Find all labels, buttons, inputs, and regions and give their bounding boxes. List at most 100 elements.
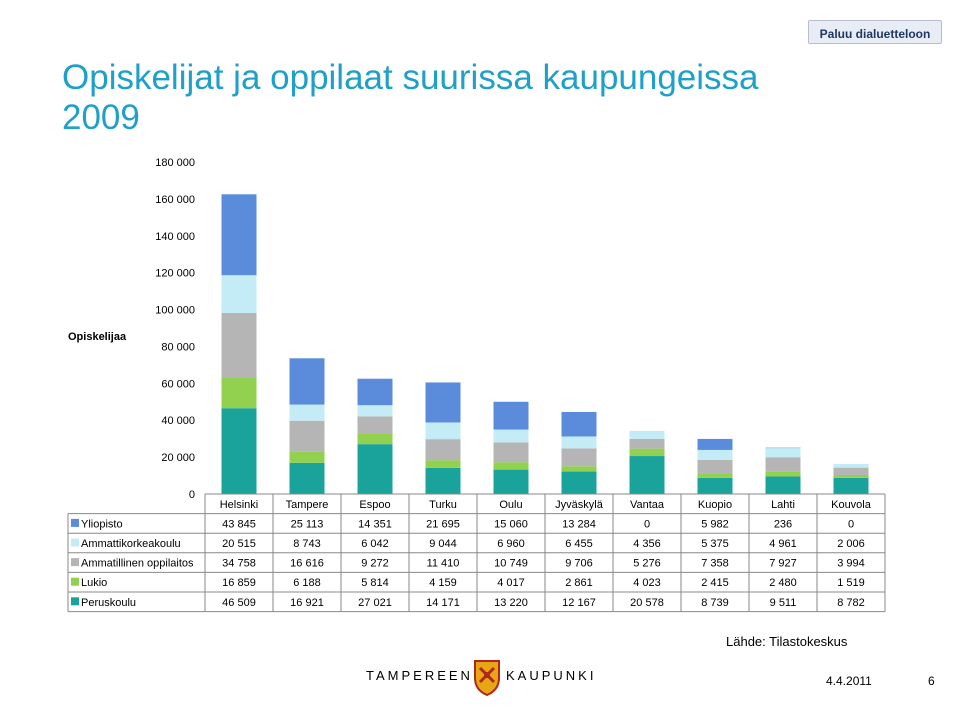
data-label: 236	[774, 518, 792, 530]
data-label: 14 351	[358, 518, 392, 530]
data-label: 3 994	[837, 558, 865, 570]
bar-segment	[629, 438, 665, 449]
bar-segment	[289, 420, 325, 452]
bar-segment	[765, 457, 801, 472]
bar-segment	[357, 378, 393, 406]
data-label: 46 509	[222, 597, 256, 609]
data-label: 14 171	[426, 597, 460, 609]
y-tick-label: 40 000	[161, 415, 195, 427]
data-label: 8 743	[293, 538, 321, 550]
data-label: 2 480	[769, 577, 797, 589]
bar-segment	[221, 194, 257, 276]
bar-segment	[357, 444, 393, 494]
legend-key	[71, 577, 79, 586]
data-label: 8 782	[837, 597, 865, 609]
data-label: 8 739	[701, 597, 729, 609]
data-label: 9 511	[770, 597, 797, 609]
bar-segment	[697, 449, 733, 460]
bar-segment	[357, 416, 393, 434]
data-label: 15 060	[494, 518, 528, 530]
bar-segment	[221, 313, 257, 378]
y-tick-label: 140 000	[155, 231, 195, 243]
bar-segment	[493, 462, 529, 470]
data-label: 1 519	[837, 577, 865, 589]
y-tick-label: 20 000	[161, 452, 195, 464]
bar-segment	[221, 408, 257, 494]
data-label: 2 415	[701, 577, 729, 589]
data-label: 20 578	[630, 597, 664, 609]
x-tick-label: Jyväskylä	[555, 499, 604, 511]
slide-date: 4.4.2011	[826, 674, 872, 688]
y-tick-label: 60 000	[161, 378, 195, 390]
bar-segment	[493, 469, 529, 494]
y-tick-label: 80 000	[161, 341, 195, 353]
bar-segment	[561, 411, 597, 437]
x-tick-label: Vantaa	[630, 499, 665, 511]
legend-key	[71, 597, 79, 606]
legend-label: Yliopisto	[81, 518, 123, 530]
y-tick-label: 180 000	[155, 157, 195, 169]
bar-segment	[561, 471, 597, 494]
bar-segment	[289, 451, 325, 463]
bar-segment	[493, 401, 529, 430]
bar-segment	[289, 462, 325, 494]
data-label: 21 695	[426, 518, 460, 530]
data-label: 16 859	[222, 577, 256, 589]
bar-segment	[833, 477, 869, 494]
y-tick-label: 0	[189, 489, 195, 501]
data-label: 2 861	[565, 577, 593, 589]
bar-segment	[561, 466, 597, 472]
bar-segment	[289, 358, 325, 405]
stacked-bar-chart: 0 20 000 40 000 60 000 80 000 100 000 120 000 1…	[67, 157, 886, 613]
bar-segment	[833, 475, 869, 478]
y-tick-label: 120 000	[155, 268, 195, 280]
y-tick-label: 160 000	[155, 194, 195, 206]
data-label: 4 159	[429, 577, 457, 589]
bar-segment	[697, 438, 733, 450]
bar-segment	[697, 459, 733, 474]
bar-segment	[425, 439, 461, 461]
source-note: Lähde: Tilastokeskus	[726, 634, 848, 649]
data-label: 4 017	[497, 577, 525, 589]
data-label: 20 515	[222, 538, 256, 550]
bar-segment	[833, 463, 869, 468]
x-tick-label: Tampere	[286, 499, 329, 511]
y-tick-label: 100 000	[155, 305, 195, 317]
bar-segment	[425, 467, 461, 494]
data-label: 34 758	[222, 558, 256, 570]
title-line-1: Opiskelijat ja oppilaat suurissa kaupung…	[62, 58, 759, 97]
bar-segment	[221, 377, 257, 409]
legend-key	[71, 558, 79, 567]
data-label: 12 167	[562, 597, 596, 609]
data-label: 13 220	[494, 597, 528, 609]
logo-text-right: KAUPUNKI	[506, 668, 597, 683]
legend-key	[71, 518, 79, 527]
tampere-coat-of-arms-icon	[474, 660, 500, 696]
data-label: 6 455	[565, 538, 593, 550]
x-tick-label: Kouvola	[831, 499, 872, 511]
bar-segment	[561, 448, 597, 467]
tampere-logo: TAMPEREEN KAUPUNKI	[366, 660, 606, 700]
data-label: 4 023	[633, 577, 661, 589]
bar-segment	[561, 436, 597, 449]
y-axis-label: Opiskelijaa	[68, 331, 127, 343]
bar-segment	[765, 476, 801, 494]
data-label: 4 356	[633, 538, 661, 550]
legend-label: Peruskoulu	[81, 597, 136, 609]
data-label: 4 961	[769, 538, 797, 550]
data-label: 10 749	[494, 558, 528, 570]
legend-label: Ammattikorkeakoulu	[81, 538, 181, 550]
title-line-2: 2009	[62, 98, 140, 137]
data-label: 13 284	[562, 518, 596, 530]
data-label: 7 927	[769, 558, 797, 570]
data-label: 5 814	[361, 577, 389, 589]
x-tick-label: Kuopio	[698, 499, 732, 511]
data-label: 6 960	[497, 538, 525, 550]
data-label: 0	[848, 518, 854, 530]
bar-segment	[425, 460, 461, 468]
data-label: 9 706	[565, 558, 593, 570]
back-to-slide-list-button[interactable]: Paluu dialuetteloon	[808, 20, 942, 44]
bar-segment	[425, 422, 461, 440]
legend-label: Ammatillinen oppilaitos	[81, 558, 194, 570]
data-label: 9 044	[429, 538, 457, 550]
